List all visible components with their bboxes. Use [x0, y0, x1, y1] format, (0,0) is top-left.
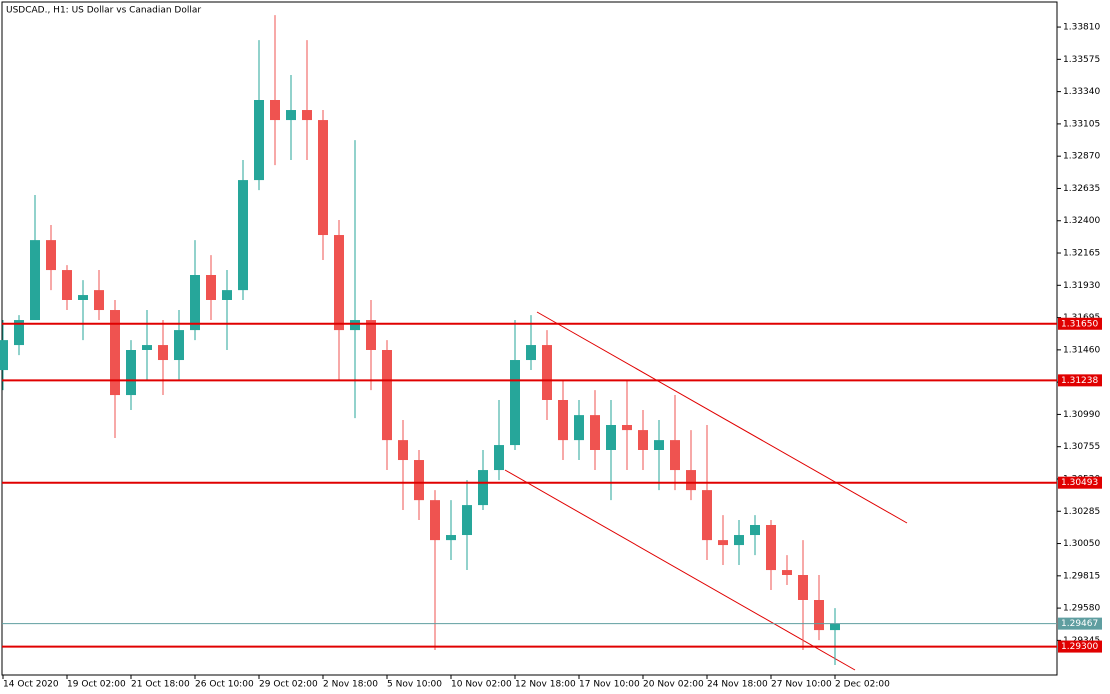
- x-tick-label: 12 Nov 18:00: [515, 680, 576, 690]
- level-label-box: [1058, 317, 1102, 330]
- candle-body: [238, 180, 248, 291]
- candle-body: [158, 345, 168, 361]
- y-tick-label: 1.30755: [1063, 442, 1100, 452]
- level-label-box: [1058, 640, 1102, 653]
- level-label-box: [1058, 374, 1102, 387]
- candle-body: [30, 240, 40, 321]
- y-tick-label: 1.29815: [1063, 571, 1100, 581]
- candle-body: [174, 330, 184, 361]
- y-tick-label: 1.30050: [1063, 539, 1100, 549]
- y-tick-label: 1.33105: [1063, 119, 1100, 129]
- y-tick-label: 1.33575: [1063, 55, 1100, 65]
- y-tick-label: 1.32165: [1063, 249, 1100, 259]
- candle-body: [510, 360, 520, 446]
- candle-body: [766, 525, 776, 571]
- candle-body: [590, 415, 600, 450]
- x-tick-label: 29 Oct 02:00: [259, 680, 318, 690]
- y-tick-label: 1.32400: [1063, 216, 1100, 226]
- candle-body: [462, 505, 472, 536]
- candle-body: [622, 425, 632, 431]
- current-price-label: 1.29467: [1061, 619, 1098, 629]
- x-tick-label: 20 Nov 02:00: [643, 680, 704, 690]
- candle-body: [526, 345, 536, 361]
- candle-body: [814, 600, 824, 631]
- plot-frame: [1, 1, 1058, 676]
- candle-body: [286, 110, 296, 121]
- candle-body: [718, 540, 728, 546]
- level-label: 1.29300: [1061, 642, 1098, 652]
- candle-body: [750, 525, 760, 536]
- x-tick-label: 2 Dec 02:00: [835, 680, 890, 690]
- candle-body: [206, 275, 216, 300]
- candle-body: [542, 345, 552, 400]
- candle-body: [254, 100, 264, 181]
- trend-line: [504, 469, 856, 671]
- candle-body: [446, 535, 456, 541]
- candle-body: [0, 340, 8, 371]
- candle-body: [62, 270, 72, 300]
- y-tick-label: 1.30990: [1063, 410, 1100, 420]
- current-price-box: [1058, 617, 1102, 630]
- candle-body: [366, 320, 376, 350]
- x-tick-label: 17 Nov 10:00: [579, 680, 640, 690]
- candle-body: [270, 100, 280, 121]
- candle-body: [110, 310, 120, 396]
- candle-body: [606, 425, 616, 450]
- candle-body: [334, 235, 344, 331]
- candle-body: [430, 500, 440, 541]
- level-label-box: [1058, 476, 1102, 489]
- y-tick-label: 1.31460: [1063, 345, 1100, 355]
- y-tick-label: 1.29580: [1063, 604, 1100, 614]
- candle-body: [654, 440, 664, 450]
- candle-body: [46, 240, 56, 271]
- x-tick-label: 14 Oct 2020: [3, 680, 59, 690]
- candle-body: [398, 440, 408, 461]
- candle-body: [494, 445, 504, 471]
- candle-body: [14, 320, 24, 346]
- candle-body: [414, 460, 424, 501]
- candle-body: [686, 470, 696, 491]
- candle-body: [126, 350, 136, 396]
- candle-body: [190, 275, 200, 331]
- level-label: 1.31650: [1061, 319, 1098, 329]
- candle-body: [382, 350, 392, 441]
- candle-body: [302, 110, 312, 121]
- candle-body: [94, 290, 104, 311]
- candle-body: [670, 440, 680, 471]
- x-tick-label: 5 Nov 10:00: [387, 680, 442, 690]
- candle-body: [574, 415, 584, 441]
- y-tick-label: 1.31930: [1063, 281, 1100, 291]
- x-tick-label: 2 Nov 18:00: [323, 680, 378, 690]
- candle-body: [478, 470, 488, 506]
- candle-body: [318, 120, 328, 236]
- x-tick-label: 10 Nov 02:00: [451, 680, 512, 690]
- candle-body: [702, 490, 712, 541]
- candle-body: [638, 430, 648, 450]
- x-tick-label: 27 Nov 10:00: [771, 680, 832, 690]
- y-tick-label: 1.30285: [1063, 507, 1100, 517]
- candle-body: [142, 345, 152, 350]
- y-tick-label: 1.33340: [1063, 87, 1100, 97]
- level-label: 1.31238: [1061, 376, 1098, 386]
- y-tick-label: 1.32635: [1063, 184, 1100, 194]
- candle-body: [350, 320, 360, 331]
- trend-line: [536, 311, 908, 524]
- candle-body: [78, 295, 88, 300]
- candle-body: [798, 575, 808, 600]
- x-tick-label: 19 Oct 02:00: [67, 680, 126, 690]
- y-tick-label: 1.32870: [1063, 152, 1100, 162]
- chart-title: USDCAD., H1: US Dollar vs Canadian Dolla…: [6, 6, 201, 16]
- y-tick-label: 1.33810: [1063, 23, 1100, 33]
- level-label: 1.30493: [1061, 478, 1098, 488]
- candle-body: [830, 623, 840, 631]
- candle-body: [734, 535, 744, 546]
- candle-body: [782, 570, 792, 575]
- x-tick-label: 24 Nov 18:00: [707, 680, 768, 690]
- x-tick-label: 26 Oct 10:00: [195, 680, 254, 690]
- candle-body: [222, 290, 232, 300]
- candle-body: [558, 400, 568, 441]
- x-tick-label: 21 Oct 18:00: [131, 680, 190, 690]
